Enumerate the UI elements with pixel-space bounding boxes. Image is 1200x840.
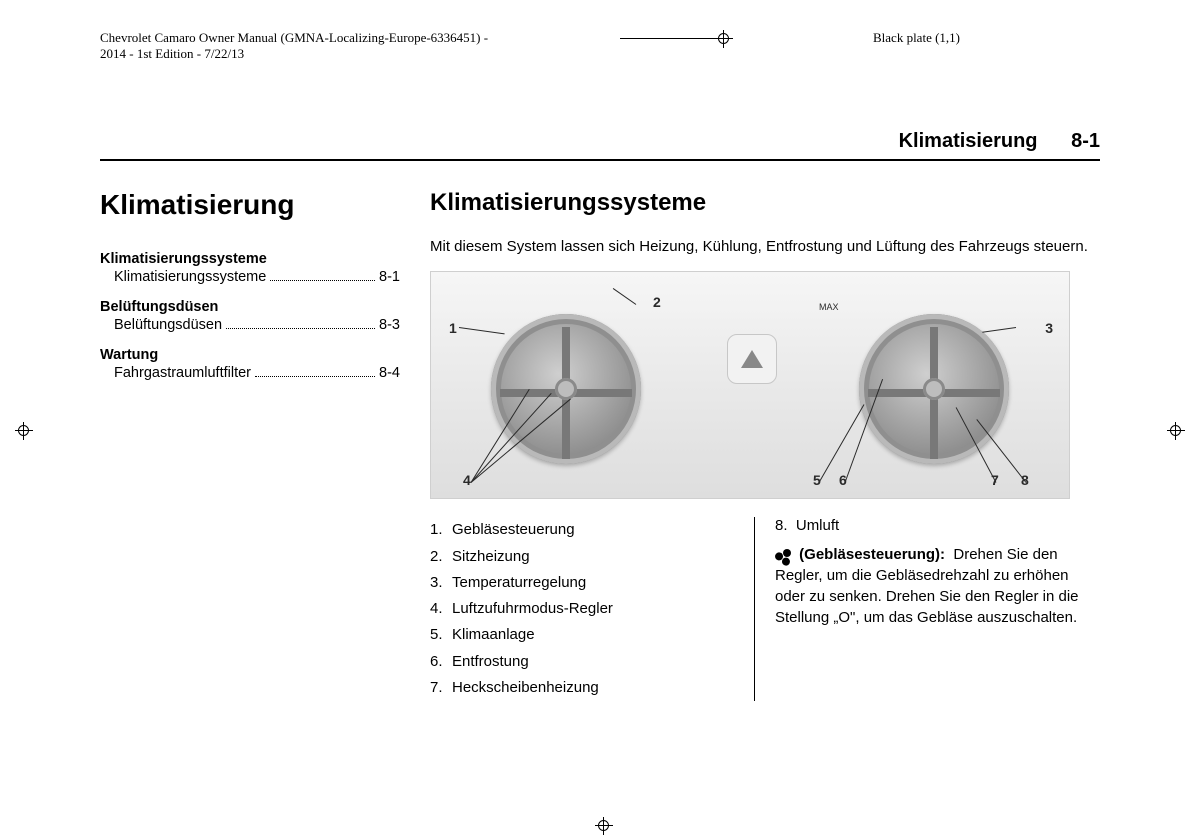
crop-mark-top [715,30,733,48]
doc-header-left: Chevrolet Camaro Owner Manual (GMNA-Loca… [100,30,488,63]
leader-line [613,288,637,305]
toc-head: Belüftungsdüsen [100,299,400,315]
legend-label: Heckscheibenheizung [452,675,599,701]
toc-label: Belüftungsdüsen [114,317,222,333]
running-head-section: Klimatisierung [899,130,1038,152]
legend-item: 6.Entfrostung [430,649,730,675]
crop-mark-right [1167,422,1185,440]
crop-mark-bottom [595,817,613,835]
leader-line [976,419,1026,483]
legend-list: 1.Gebläsesteuerung 2.Sitzheizung 3.Tempe… [430,517,730,701]
toc-page: 8-3 [379,317,400,333]
legend-item: 1.Gebläsesteuerung [430,517,730,543]
toc-head: Wartung [100,347,400,363]
legend-num: 8. [775,517,788,534]
callout-4: 4 [463,472,471,488]
legend-item: 7.Heckscheibenheizung [430,675,730,701]
document-header: Chevrolet Camaro Owner Manual (GMNA-Loca… [100,30,1100,70]
callout-1: 1 [449,320,457,336]
legend-label: Luftzufuhrmodus-Regler [452,596,613,622]
callout-2: 2 [653,294,661,310]
toc-item: Belüftungsdüsen 8-3 [100,317,400,333]
legend-item: 2.Sitzheizung [430,544,730,570]
toc-label: Klimatisierungssysteme [114,269,266,285]
toc-leader [270,280,375,281]
toc-item: Klimatisierungssysteme 8-1 [100,269,400,285]
legend-column-left: 1.Gebläsesteuerung 2.Sitzheizung 3.Tempe… [430,517,730,701]
toc-group: Klimatisierungssysteme Klimatisierungssy… [100,251,400,285]
legend-label: Entfrostung [452,649,529,675]
toc-leader [226,328,375,329]
legend-label: Umluft [796,517,839,534]
toc-item: Fahrgastraumluftfilter 8-4 [100,365,400,381]
climate-control-figure: 1 2 3 4 5 6 7 8 MAX [430,271,1070,499]
plate-label: Black plate (1,1) [873,30,960,46]
page: Chevrolet Camaro Owner Manual (GMNA-Loca… [100,30,1100,810]
desc-label: (Gebläsesteuerung): [799,546,945,563]
legend-label: Temperaturregelung [452,570,586,596]
leader-line [459,327,505,334]
toc-label: Fahrgastraumluftfilter [114,365,251,381]
toc-page: 8-4 [379,365,400,381]
chapter-title: Klimatisierung [100,189,400,221]
legend-label: Sitzheizung [452,544,530,570]
toc-group: Belüftungsdüsen Belüftungsdüsen 8-3 [100,299,400,333]
crop-mark-left [15,422,33,440]
fan-knob [491,314,641,464]
running-head-page: 8-1 [1071,130,1100,152]
running-head: Klimatisierung 8-1 [100,130,1100,161]
legend-item: 4.Luftzufuhrmodus-Regler [430,596,730,622]
legend-label: Gebläsesteuerung [452,517,575,543]
legend-column-right: 8. Umluft (Gebläsesteuerung): Drehen Sie… [754,517,1100,701]
max-label: MAX [819,302,839,312]
main-column: Klimatisierungssysteme Mit diesem System… [430,189,1100,701]
toc-group: Wartung Fahrgastraumluftfilter 8-4 [100,347,400,381]
doc-id-line1: Chevrolet Camaro Owner Manual (GMNA-Loca… [100,30,488,46]
doc-id-line2: 2014 - 1st Edition - 7/22/13 [100,46,488,62]
temp-knob [859,314,1009,464]
intro-paragraph: Mit diesem System lassen sich Heizung, K… [430,237,1100,257]
toc-leader [255,376,375,377]
legend-item: 5.Klimaanlage [430,622,730,648]
legend-item: 3.Temperaturregelung [430,570,730,596]
section-title: Klimatisierungssysteme [430,189,1100,217]
toc-page: 8-1 [379,269,400,285]
hazard-button [727,334,777,384]
toc-head: Klimatisierungssysteme [100,251,400,267]
fan-icon [775,544,793,562]
leader-line [982,327,1016,333]
description-paragraph: (Gebläsesteuerung): Drehen Sie den Regle… [775,544,1100,628]
header-rule [620,38,730,39]
toc-column: Klimatisierung Klimatisierungssysteme Kl… [100,189,400,701]
legend-item: 8. Umluft [775,517,1100,534]
legend-label: Klimaanlage [452,622,535,648]
callout-3: 3 [1045,320,1053,336]
